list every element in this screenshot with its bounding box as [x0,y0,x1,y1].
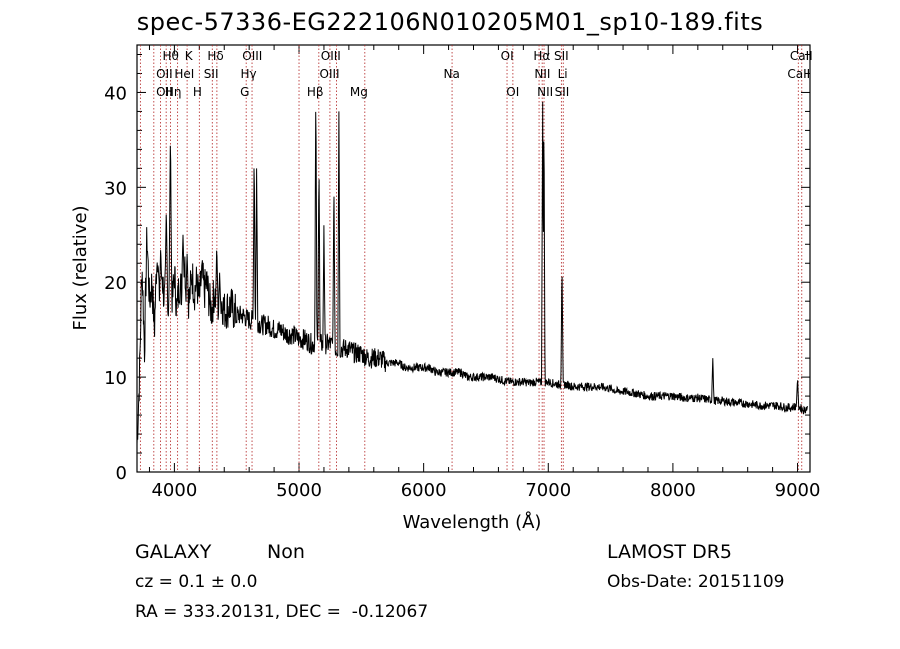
x-tick-label: 9000 [775,480,821,501]
line-label: Hβ [307,85,324,99]
line-label: Hα [533,49,550,63]
line-label: Na [444,67,460,81]
axes: 4000 5000 6000 7000 8000 9000 0 10 20 30 40 [104,44,821,501]
object-class: GALAXY [135,541,212,563]
x-tick-label: 7000 [525,480,571,501]
line-label: OIII [321,49,341,63]
line-label: CaII [790,49,813,63]
y-tick-label: 30 [104,178,127,199]
line-label: Hγ [240,67,256,81]
x-axis-label: Wavelength (Å) [403,511,542,533]
line-label: Hδ [207,49,223,63]
x-tick-label: 8000 [650,480,696,501]
line-label: Hθ [162,49,178,63]
y-tick-label: 0 [116,463,127,484]
line-label: OIII [242,49,262,63]
survey-name: LAMOST DR5 [607,541,732,563]
line-label: OII [156,85,173,99]
chart-title: spec-57336-EG222106N010205M01_sp10-189.f… [136,8,764,36]
line-label: SII [555,85,570,99]
line-label: H [193,85,202,99]
line-label: Mg [350,85,368,99]
line-markers [139,45,803,472]
x-tick-label: 5000 [276,480,322,501]
line-label: NII [534,67,550,81]
line-label: OII [156,67,173,81]
object-subclass: Non [267,541,305,563]
y-tick-label: 40 [104,83,127,104]
line-label: NII [537,85,553,99]
line-label: Li [558,67,568,81]
line-label: CaII [787,67,810,81]
x-tick-label: 4000 [151,480,197,501]
redshift-cz: cz = 0.1 ± 0.0 [135,572,258,592]
line-label: HeI [174,67,194,81]
line-label: OI [506,85,519,99]
y-tick-label: 10 [104,368,127,389]
y-axis-label: Flux (relative) [70,205,91,330]
line-label: OI [501,49,514,63]
line-labels: Hθ K Hδ OIII OIII OI Hα SII CaII OII HeI SII Hγ OIII N… [156,49,813,99]
line-label: K [185,49,194,63]
spectrum-series [136,101,808,444]
line-label: OIII [320,67,340,81]
plot-frame [136,44,811,473]
spectrum-line [136,101,808,444]
y-tick-label: 20 [104,273,127,294]
line-label: G [240,85,249,99]
line-label: SII [554,49,569,63]
line-label: Hη [165,85,182,99]
coordinates: RA = 333.20131, DEC = -0.12067 [135,602,429,622]
x-tick-label: 6000 [401,480,447,501]
observation-date: Obs-Date: 20151109 [607,572,785,592]
line-label: SII [204,67,219,81]
